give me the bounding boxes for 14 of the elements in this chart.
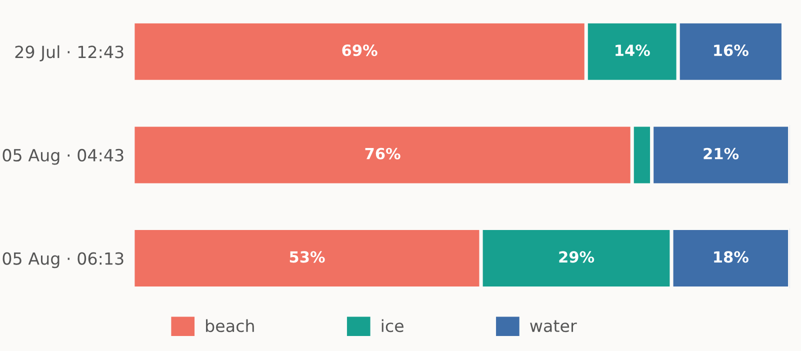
y-tick-label: 05 Aug · 04:43 — [2, 148, 124, 165]
data-label: 21% — [704, 148, 739, 160]
data-label: 76% — [365, 148, 400, 160]
data-label: 14% — [616, 44, 650, 56]
y-tick-label: 05 Aug · 06:13 — [2, 252, 124, 268]
data-label: 16% — [714, 44, 748, 56]
data-label: 53% — [290, 251, 325, 263]
legend-label: water — [530, 320, 577, 332]
data-label: 69% — [342, 44, 378, 56]
legend-label: beach — [206, 319, 254, 332]
data-label: 29% — [559, 251, 594, 263]
data-label: 18% — [714, 251, 748, 263]
y-tick-label: 29 Jul · 12:43 — [15, 45, 124, 62]
legend-label: ice — [382, 319, 404, 332]
